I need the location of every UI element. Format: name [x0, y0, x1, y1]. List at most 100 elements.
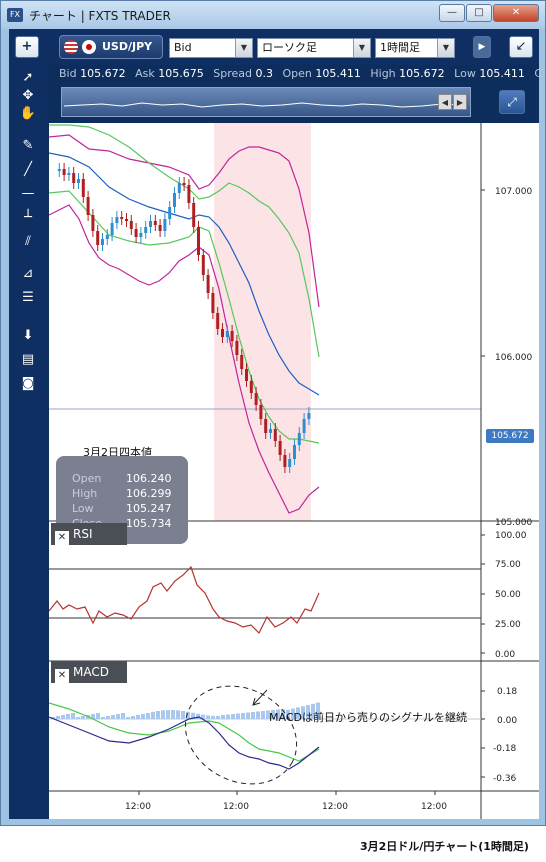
- scroll-right-button[interactable]: ▶: [473, 36, 491, 58]
- close-icon[interactable]: ✕: [55, 669, 69, 683]
- candle-body: [163, 219, 167, 231]
- annotation-arrowhead: [252, 697, 261, 706]
- price-type-select[interactable]: Bid ▼: [169, 38, 253, 58]
- ohlc-value: 105.247: [126, 502, 172, 515]
- us-flag-icon: [64, 40, 78, 54]
- fit-chart-button[interactable]: ⤢: [499, 90, 525, 114]
- histogram-bar: [181, 710, 185, 719]
- pen-icon[interactable]: ✎: [22, 138, 34, 153]
- macd-histogram: [51, 702, 320, 719]
- chevron-down-icon: ▼: [437, 39, 454, 57]
- candle-body: [115, 217, 119, 223]
- ohlc-label: High: [72, 487, 98, 500]
- histogram-bar: [71, 713, 75, 719]
- candle-body: [120, 217, 124, 219]
- chart-type-select[interactable]: ローソク足 ▼: [257, 38, 371, 58]
- bid-value: 105.672: [80, 67, 126, 80]
- ask-value: 105.675: [158, 67, 204, 80]
- histogram-bar: [211, 715, 215, 719]
- candle-body: [254, 393, 258, 405]
- chart-area[interactable]: 107.000 106.000 105.000: [49, 123, 539, 819]
- macd-label: MACD: [73, 665, 109, 679]
- macd-panel-tab[interactable]: ✕ MACD: [51, 661, 127, 683]
- chart-navigator[interactable]: ◀ ▶: [61, 87, 471, 117]
- maximize-button[interactable]: □: [466, 4, 492, 22]
- candle-body: [110, 223, 114, 235]
- camera-icon[interactable]: ◙: [21, 376, 35, 391]
- drawing-toolbar: ➚ ✥ ✋ ✎ ╱ — ┴ ⫽ ⊿ ☰ ⬇ ▤ ◙: [9, 65, 47, 819]
- list-icon[interactable]: ▤: [21, 352, 35, 367]
- download-icon[interactable]: ⬇: [22, 328, 34, 343]
- chart-type-value: ローソク足: [262, 41, 317, 54]
- annotation-arrow: [252, 689, 268, 706]
- bollinger-upper: [49, 134, 320, 308]
- high-value: 105.672: [399, 67, 445, 80]
- fibonacci-icon[interactable]: ☰: [22, 290, 34, 305]
- collapse-icon[interactable]: ↙: [509, 36, 533, 58]
- navigator-right-button[interactable]: ▶: [453, 94, 467, 110]
- histogram-bar: [161, 710, 165, 719]
- candle-body: [153, 221, 157, 225]
- close-button[interactable]: ✕: [493, 4, 539, 22]
- ohlc-value: 106.299: [126, 487, 172, 500]
- fan-icon[interactable]: ⊿: [22, 266, 34, 281]
- candle-body: [101, 239, 104, 245]
- low-value: 105.411: [479, 67, 525, 80]
- histogram-bar: [76, 717, 80, 719]
- ohlc-open-row: Open 106.240: [72, 472, 182, 485]
- channel-icon[interactable]: ⫽: [25, 234, 31, 249]
- rsi-panel-tab[interactable]: ✕ RSI: [51, 523, 127, 545]
- candle-body: [173, 193, 176, 207]
- bollinger-upper-inner: [49, 124, 320, 358]
- chart-window: FX チャート | FXTS TRADER — □ ✕ + USD/JPY Bi…: [0, 0, 546, 826]
- histogram-bar: [241, 713, 245, 719]
- candle-body: [293, 445, 296, 459]
- cursor-icon[interactable]: ➚: [22, 70, 34, 85]
- rsi-tick: 50.00: [495, 590, 521, 600]
- candle-body: [177, 183, 181, 193]
- crosshair-icon[interactable]: ✥: [22, 88, 34, 103]
- vertical-line-icon[interactable]: ┴: [24, 210, 32, 225]
- ohlc-label: Low: [72, 502, 94, 515]
- macd-line: [49, 716, 320, 770]
- rsi-tick: 25.00: [495, 620, 521, 630]
- histogram-bar: [91, 714, 95, 719]
- candle-body: [67, 173, 71, 175]
- window-title: チャート | FXTS TRADER: [29, 9, 171, 23]
- histogram-bar: [311, 703, 315, 719]
- currency-pair-button[interactable]: USD/JPY: [59, 35, 163, 59]
- macd-tick: 0.18: [497, 687, 517, 697]
- current-price-tag: 105.672: [486, 429, 534, 443]
- histogram-bar: [291, 708, 295, 719]
- candle-body: [211, 293, 215, 313]
- minimize-button[interactable]: —: [439, 4, 465, 22]
- japan-flag-icon: [82, 40, 96, 54]
- candle-body: [96, 231, 100, 245]
- candle-body: [168, 207, 172, 219]
- add-chart-button[interactable]: +: [15, 36, 39, 58]
- macd-tick: -0.36: [493, 774, 517, 784]
- bollinger-lower: [49, 204, 320, 514]
- navigator-left-button[interactable]: ◀: [438, 94, 452, 110]
- hand-icon[interactable]: ✋: [19, 106, 37, 121]
- candle-body: [240, 355, 244, 369]
- candle-body: [182, 183, 186, 185]
- candle-body: [307, 413, 311, 419]
- rsi-axis: 100.00 75.00 50.00 25.00 0.00: [481, 531, 527, 660]
- histogram-bar: [286, 709, 290, 719]
- close-icon[interactable]: ✕: [55, 531, 69, 545]
- candle-body: [77, 179, 80, 183]
- price-type-value: Bid: [174, 41, 192, 54]
- histogram-bar: [216, 716, 220, 719]
- horizontal-line-icon[interactable]: —: [21, 186, 35, 201]
- ohlc-label: Open: [72, 472, 102, 485]
- price-tick: 105.000: [495, 518, 532, 528]
- histogram-bar: [56, 716, 60, 719]
- chevron-down-icon: ▼: [353, 39, 370, 57]
- price-tick: 106.000: [495, 353, 532, 363]
- timeframe-select[interactable]: 1時間足 ▼: [375, 38, 455, 58]
- title-bar[interactable]: FX チャート | FXTS TRADER — □ ✕: [1, 1, 545, 29]
- histogram-bar: [251, 712, 255, 719]
- trend-line-icon[interactable]: ╱: [24, 162, 32, 177]
- candle-body: [105, 235, 109, 239]
